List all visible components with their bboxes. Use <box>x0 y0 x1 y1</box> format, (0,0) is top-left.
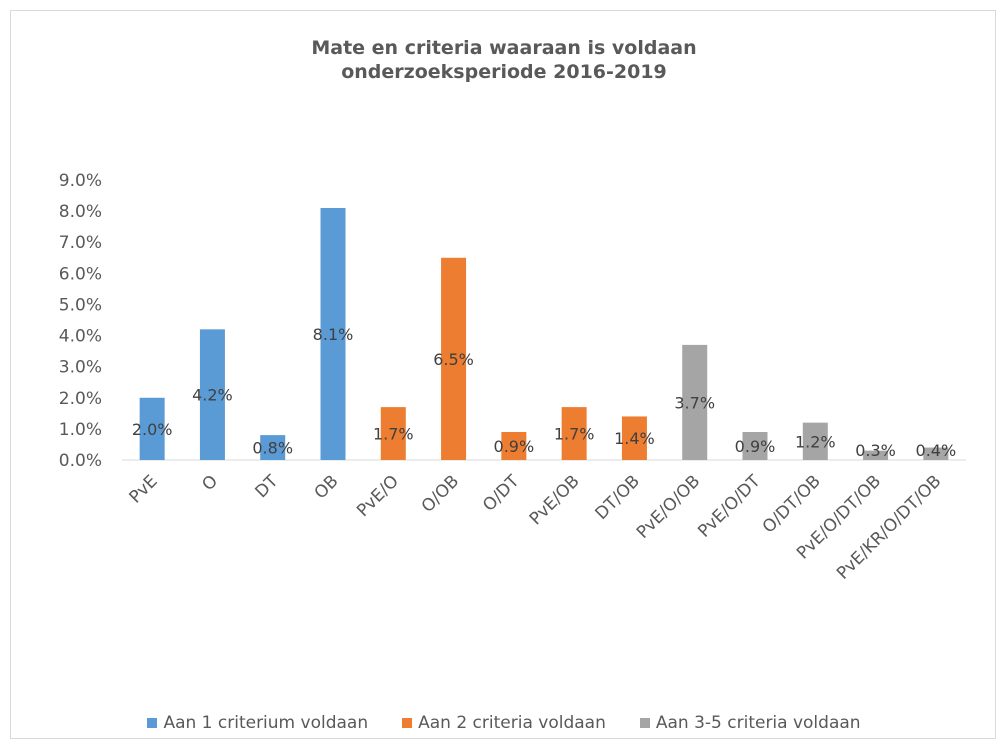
legend-item-series-2: Aan 2 criteria voldaan <box>402 713 606 733</box>
data-label: 1.2% <box>795 432 836 451</box>
y-tick-label: 1.0% <box>59 420 102 440</box>
legend-swatch-series-2 <box>402 718 413 728</box>
bar <box>139 397 165 460</box>
data-label: 1.7% <box>373 425 414 444</box>
y-tick-label: 2.0% <box>59 389 102 409</box>
data-label: 2.0% <box>132 420 173 439</box>
x-tick-label: OB <box>311 471 343 503</box>
legend-item-series-3: Aan 3-5 criteria voldaan <box>639 713 861 733</box>
bar <box>380 407 406 460</box>
legend-label-series-2: Aan 2 criteria voldaan <box>418 713 606 733</box>
x-tick-label: O/OB <box>418 471 463 516</box>
data-label: 0.9% <box>735 437 776 456</box>
x-tick-label: PvE/OB <box>526 471 584 529</box>
x-tick-label: DT/OB <box>591 471 644 524</box>
y-tick-label: 8.0% <box>59 202 102 222</box>
y-tick-label: 6.0% <box>59 264 102 284</box>
bar <box>682 344 708 460</box>
bar <box>561 407 587 460</box>
chart-title-line-2: onderzoeksperiode 2016-2019 <box>341 61 667 83</box>
bar <box>320 208 346 460</box>
y-tick-label: 4.0% <box>59 327 102 347</box>
legend: Aan 1 criterium voldaan Aan 2 criteria v… <box>0 711 1008 735</box>
y-tick-label: 7.0% <box>59 233 102 253</box>
chart-title-line-1: Mate en criteria waaraan is voldaan <box>311 37 697 59</box>
data-label: 4.2% <box>192 386 233 405</box>
legend-item-series-1: Aan 1 criterium voldaan <box>147 713 368 733</box>
x-tick-label: PvE/O/OB <box>633 471 704 542</box>
data-label: 0.3% <box>855 441 896 460</box>
x-tick-label: PvE/O/DT <box>694 471 765 542</box>
bar <box>260 435 286 460</box>
x-tick-label: DT <box>252 471 283 502</box>
chart-area <box>10 10 996 739</box>
data-label: 6.5% <box>433 350 474 369</box>
bar <box>621 416 647 460</box>
y-tick-label: 9.0% <box>59 171 102 191</box>
data-label: 3.7% <box>674 393 715 412</box>
chart-title: Mate en criteria waaraan is voldaan onde… <box>0 36 1008 84</box>
x-tick-label: O/DT <box>479 471 524 516</box>
bar <box>199 329 225 460</box>
bar <box>742 432 768 460</box>
legend-label-series-1: Aan 1 criterium voldaan <box>163 713 369 733</box>
data-label: 0.9% <box>494 437 535 456</box>
data-label: 8.1% <box>313 325 354 344</box>
data-label: 1.7% <box>554 425 595 444</box>
y-tick-label: 5.0% <box>59 295 102 315</box>
legend-swatch-series-1 <box>147 718 158 728</box>
y-tick-label: 3.0% <box>59 358 102 378</box>
bar <box>501 432 527 460</box>
bar <box>441 257 467 460</box>
x-tick-label: O <box>198 471 222 495</box>
data-label: 0.8% <box>252 439 293 458</box>
legend-label-series-3: Aan 3-5 criteria voldaan <box>655 713 861 733</box>
bar <box>802 422 828 460</box>
legend-swatch-series-3 <box>639 718 650 728</box>
data-label: 0.4% <box>916 441 957 460</box>
x-tick-label: PvE/O <box>353 471 403 521</box>
bar <box>923 447 949 460</box>
x-tick-label: PvE <box>126 471 162 507</box>
x-tick-label: PvE/KR/O/DT/OB <box>833 471 945 583</box>
bar <box>863 450 889 460</box>
y-tick-label: 0.0% <box>59 451 102 471</box>
data-label: 1.4% <box>614 429 655 448</box>
